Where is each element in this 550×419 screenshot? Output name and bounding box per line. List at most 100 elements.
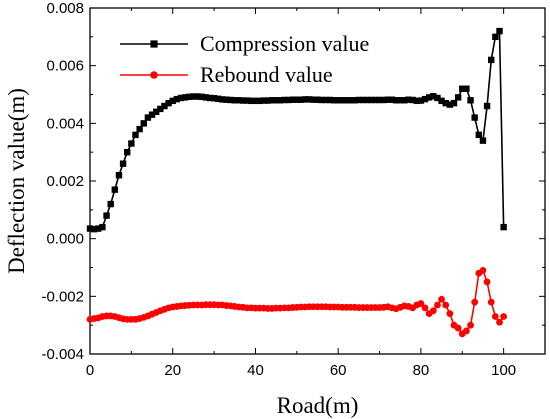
series-rebound — [86, 266, 508, 338]
data-point — [99, 223, 106, 231]
data-point — [239, 97, 247, 104]
data-point — [124, 148, 131, 156]
data-point — [231, 97, 238, 104]
data-point — [339, 97, 346, 104]
data-point — [496, 27, 503, 35]
data-point — [442, 301, 450, 309]
legend-label: Compression value — [200, 31, 369, 56]
data-point — [260, 97, 267, 104]
y-tick-label: 0.008 — [46, 0, 84, 17]
data-point — [488, 56, 495, 64]
data-point — [413, 97, 420, 105]
data-point — [359, 96, 367, 104]
data-point — [161, 102, 168, 110]
data-point — [388, 96, 396, 103]
data-point — [107, 200, 114, 208]
y-tick-label: 0.000 — [46, 231, 84, 248]
data-point — [479, 137, 487, 144]
data-point — [128, 140, 135, 147]
data-point — [198, 93, 205, 101]
data-point — [235, 97, 243, 104]
data-point — [318, 96, 325, 104]
data-point — [401, 97, 408, 104]
data-point — [248, 97, 255, 105]
data-point — [136, 125, 143, 133]
data-point — [355, 96, 363, 104]
data-point — [277, 97, 284, 104]
y-tick-label: 0.004 — [46, 115, 84, 132]
y-tick-label: -0.004 — [41, 346, 84, 363]
data-point — [289, 96, 296, 103]
data-point — [148, 111, 156, 118]
data-point — [152, 108, 160, 115]
data-point — [227, 96, 234, 104]
y-tick-label: 0.006 — [46, 58, 84, 75]
data-point — [376, 96, 383, 104]
data-point — [347, 97, 354, 104]
data-point — [144, 114, 152, 121]
y-tick-label: -0.002 — [41, 288, 84, 305]
data-point — [454, 94, 462, 101]
data-point — [454, 324, 462, 332]
data-point — [268, 97, 276, 104]
data-point — [417, 300, 425, 307]
x-axis-title: Road(m) — [277, 393, 359, 418]
x-tick-label: 0 — [86, 362, 94, 379]
data-point — [169, 97, 176, 105]
data-point — [459, 85, 466, 92]
data-point — [181, 94, 189, 101]
legend-marker — [150, 40, 158, 48]
data-point — [463, 85, 470, 92]
data-point — [483, 278, 491, 286]
legend: Compression value Rebound value — [120, 31, 369, 87]
data-point — [442, 99, 449, 107]
data-point — [372, 96, 379, 104]
data-point — [491, 313, 499, 320]
data-point — [421, 95, 429, 103]
data-point — [219, 96, 226, 103]
series-line — [89, 28, 505, 230]
data-point — [206, 94, 214, 102]
data-point — [285, 96, 292, 104]
data-point — [177, 94, 185, 102]
data-point — [475, 131, 483, 139]
x-tick-label: 20 — [164, 362, 181, 379]
data-point — [310, 96, 317, 103]
data-point — [430, 93, 437, 100]
x-tick-label: 60 — [330, 362, 347, 379]
data-point — [301, 96, 309, 103]
data-point — [210, 95, 218, 102]
data-point — [115, 172, 123, 179]
data-point — [194, 93, 201, 100]
data-point — [252, 97, 259, 105]
data-point — [492, 33, 499, 41]
data-point — [463, 327, 470, 335]
data-point — [405, 96, 412, 103]
data-point — [343, 97, 350, 104]
data-point — [351, 97, 358, 104]
data-point — [90, 225, 98, 233]
data-point — [438, 97, 445, 105]
data-point — [103, 212, 110, 219]
data-point — [293, 96, 301, 103]
data-point — [264, 97, 272, 104]
data-point — [434, 301, 441, 309]
data-point — [479, 266, 487, 274]
data-point — [215, 95, 222, 103]
series-compression — [86, 27, 507, 233]
data-point — [256, 97, 263, 105]
data-point — [446, 310, 454, 318]
data-point — [429, 307, 437, 315]
data-point — [368, 96, 375, 104]
x-axis: 0 20 40 60 80 100 — [86, 8, 516, 379]
data-point — [314, 96, 321, 103]
data-point — [496, 318, 503, 326]
data-point — [322, 96, 329, 104]
series-layer — [86, 27, 508, 338]
legend-label: Rebound value — [200, 62, 333, 87]
data-point — [306, 96, 313, 103]
data-point — [173, 95, 181, 103]
data-point — [438, 295, 445, 303]
data-point — [326, 96, 334, 104]
